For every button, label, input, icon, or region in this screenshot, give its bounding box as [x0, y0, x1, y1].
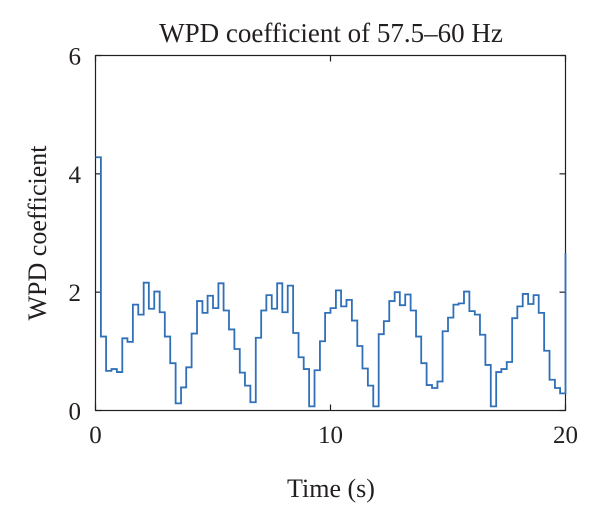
y-tick-label: 4	[69, 162, 82, 189]
axis-ticks	[94, 54, 567, 412]
tick-labels: 0 10 20 0 2 4 6	[69, 44, 579, 450]
x-axis-label: Time (s)	[287, 474, 375, 503]
y-tick-label: 6	[69, 44, 82, 71]
y-tick-label: 0	[69, 399, 82, 426]
x-tick-label: 10	[318, 422, 343, 449]
chart-title: WPD coefficient of 57.5–60 Hz	[159, 18, 503, 48]
plot-area	[94, 54, 567, 412]
y-tick-label: 2	[69, 280, 82, 307]
y-axis-label: WPD coefficient	[23, 145, 52, 321]
series-line	[95, 156, 567, 408]
x-tick-label: 0	[89, 422, 102, 449]
x-tick-label: 20	[553, 422, 578, 449]
